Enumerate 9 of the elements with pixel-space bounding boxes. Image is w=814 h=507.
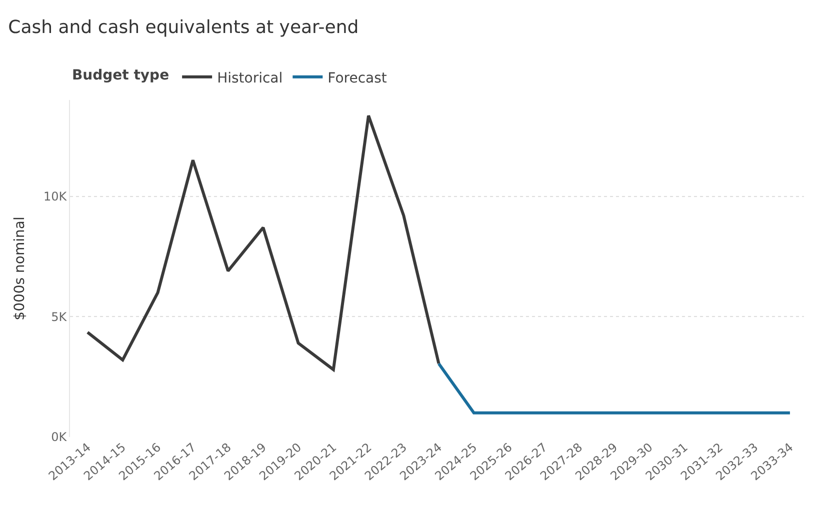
y-tick-label: 10K [43,189,68,204]
legend-title: Budget type [72,67,170,84]
line-series [86,114,440,372]
legend-label: Historical [217,70,283,86]
chart-title: Cash and cash equivalents at year-end [8,16,359,38]
y-axis-title: $000s nominal [12,216,28,320]
legend-label: Forecast [328,70,388,86]
y-tick-label: 5K [51,310,68,324]
y-tick-label: 0K [51,430,68,444]
